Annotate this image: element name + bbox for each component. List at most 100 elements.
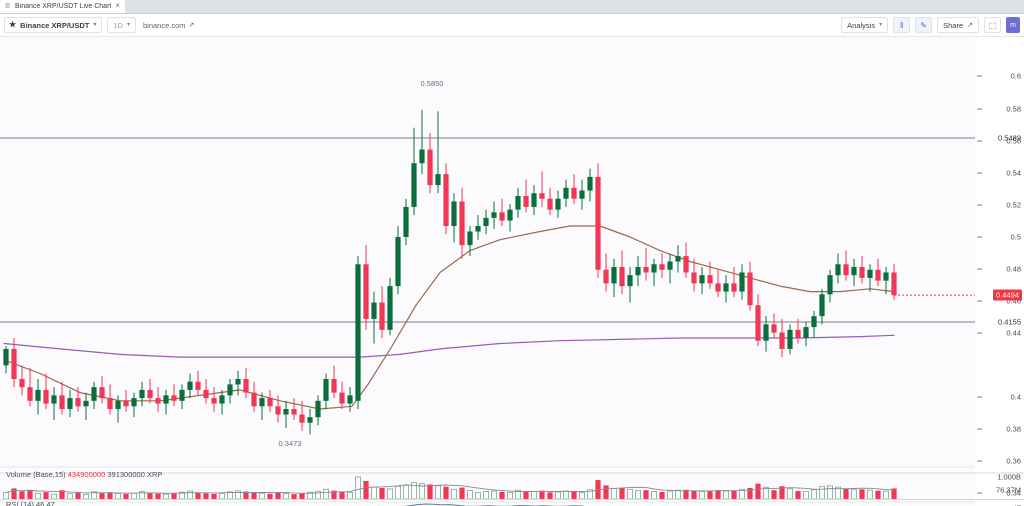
candlestick bbox=[131, 398, 137, 407]
volume-bar bbox=[75, 492, 81, 499]
candlestick bbox=[371, 302, 377, 319]
volume-bar bbox=[275, 492, 281, 499]
rsi-axis-mid: 47 bbox=[1013, 504, 1021, 506]
chart-canvas[interactable]: 0.6 0.58 0.56 0.54 0.52 0.5 0.48 0.46 0.44 0.4 0.3… bbox=[0, 37, 1024, 506]
candlestick bbox=[3, 348, 9, 366]
fullscreen-button[interactable]: ⬚ bbox=[984, 17, 1001, 33]
candlestick bbox=[627, 275, 633, 287]
volume-bar bbox=[747, 488, 753, 499]
price-tick-label: 0.38 bbox=[1006, 424, 1021, 434]
volume-bar bbox=[11, 488, 17, 499]
candlestick bbox=[675, 256, 681, 262]
star-icon[interactable]: ★ bbox=[9, 20, 17, 29]
candlestick bbox=[523, 195, 529, 207]
candlestick bbox=[395, 236, 401, 287]
price-tick-label: 0.5 bbox=[1010, 232, 1021, 242]
site-url-label: binance.com bbox=[142, 20, 186, 30]
candlestick bbox=[795, 329, 801, 339]
candlestick bbox=[755, 305, 761, 341]
candlestick bbox=[723, 283, 729, 292]
rsi-line bbox=[377, 503, 585, 506]
candlestick bbox=[243, 378, 249, 393]
share-button[interactable]: Share ↗ bbox=[937, 17, 979, 33]
candlestick bbox=[115, 400, 121, 410]
symbol-selector[interactable]: ★ Binance XRP/USDT ▾ bbox=[4, 17, 103, 33]
volume-bar bbox=[211, 493, 217, 499]
analysis-button[interactable]: Analysis ▾ bbox=[841, 17, 889, 33]
close-icon[interactable]: × bbox=[115, 1, 121, 10]
chevron-down-icon: ▾ bbox=[93, 22, 97, 28]
volume-bar bbox=[643, 490, 649, 499]
candlestick bbox=[387, 286, 393, 330]
volume-bar bbox=[547, 492, 553, 499]
candlestick bbox=[619, 267, 625, 287]
volume-bar bbox=[251, 492, 257, 499]
candlestick bbox=[771, 324, 777, 333]
volume-bar bbox=[243, 491, 249, 499]
price-tick-label: 0.34 bbox=[1006, 488, 1021, 498]
share-icon: ↗ bbox=[967, 22, 973, 29]
candlestick bbox=[595, 176, 601, 270]
pencil-icon: ✎ bbox=[920, 20, 927, 30]
volume-bar bbox=[683, 489, 689, 499]
candlestick bbox=[699, 275, 705, 284]
candlestick bbox=[611, 267, 617, 284]
candlestick bbox=[635, 267, 641, 276]
candlestick bbox=[819, 294, 825, 317]
volume-bar bbox=[27, 489, 33, 499]
volume-bar bbox=[603, 485, 609, 499]
interval-selector[interactable]: 1D ▾ bbox=[107, 17, 136, 33]
drawing-tools-button[interactable]: ✎ bbox=[915, 17, 933, 33]
candlestick bbox=[419, 149, 425, 164]
candlestick bbox=[531, 193, 537, 207]
candlestick bbox=[835, 264, 841, 276]
volume-bar bbox=[523, 491, 529, 499]
candlestick bbox=[499, 212, 505, 221]
candlestick bbox=[107, 398, 113, 410]
tab-strip: ▥ Binance XRP/USDT Live Chart × bbox=[0, 0, 1024, 14]
candlestick bbox=[603, 269, 609, 284]
volume-bar bbox=[123, 493, 129, 499]
candlestick bbox=[51, 395, 57, 404]
volume-bar bbox=[299, 493, 305, 499]
candlestick bbox=[883, 272, 889, 281]
candlestick bbox=[571, 187, 577, 199]
menu-button[interactable]: m bbox=[1006, 17, 1020, 33]
candlestick bbox=[75, 398, 81, 407]
candlestick bbox=[83, 400, 89, 407]
site-link[interactable]: binance.com ↗ bbox=[143, 21, 194, 30]
candlestick bbox=[451, 201, 457, 227]
volume-legend-title: Volume (Base,15) bbox=[6, 470, 66, 479]
chart-favicon-icon: ▥ bbox=[4, 2, 11, 9]
symbol-label: Binance XRP/USDT bbox=[20, 20, 90, 30]
price-tick-label: 0.4 bbox=[1010, 392, 1021, 402]
volume-bar bbox=[363, 480, 369, 499]
indicators-button[interactable]: ‖ bbox=[893, 17, 911, 33]
volume-bar bbox=[379, 488, 385, 499]
fullscreen-icon: ⬚ bbox=[988, 20, 997, 30]
volume-bar bbox=[499, 491, 505, 499]
candlestick bbox=[99, 387, 105, 399]
volume-bar bbox=[459, 487, 465, 499]
candlestick bbox=[227, 384, 233, 396]
candlestick bbox=[315, 400, 321, 418]
candlestick bbox=[851, 267, 857, 276]
price-level-label: 0.4155 bbox=[998, 317, 1021, 327]
candlestick bbox=[867, 269, 873, 278]
candlestick bbox=[171, 395, 177, 401]
candlestick bbox=[187, 381, 193, 390]
rsi-legend: RSI (14) 46.47 bbox=[6, 500, 55, 506]
browser-tab[interactable]: ▥ Binance XRP/USDT Live Chart × bbox=[0, 0, 126, 13]
candlestick bbox=[195, 381, 201, 390]
candlestick bbox=[91, 387, 97, 401]
candlestick bbox=[475, 226, 481, 232]
candlestick bbox=[587, 176, 593, 191]
candlestick bbox=[651, 264, 657, 273]
low-price-annotation: 0.3473 bbox=[278, 439, 302, 448]
volume-bar bbox=[427, 484, 433, 499]
candlestick bbox=[843, 264, 849, 276]
volume-axis-top: 1.000B bbox=[997, 472, 1021, 482]
chart-toolbar: ★ Binance XRP/USDT ▾ 1D ▾ binance.com ↗ … bbox=[0, 14, 1024, 37]
volume-bar bbox=[771, 490, 777, 499]
candlestick bbox=[763, 324, 769, 341]
